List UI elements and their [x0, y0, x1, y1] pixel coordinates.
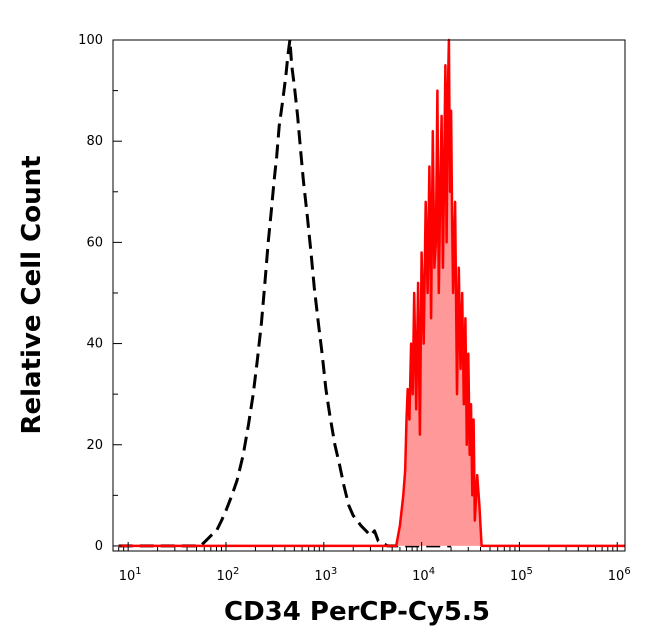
- series-1-line: [118, 38, 625, 548]
- y-axis-title: Relative Cell Count: [17, 155, 47, 434]
- y-tick-label-2: 40: [86, 337, 103, 352]
- y-tick-label-0: 0: [95, 539, 103, 554]
- series-layer: [118, 38, 625, 548]
- y-tick-label-3: 60: [86, 235, 103, 250]
- axes-layer: [112, 39, 626, 552]
- x-tick-label-2: 103: [314, 566, 337, 584]
- y-tick-label-4: 80: [86, 134, 103, 149]
- x-axis-title: CD34 PerCP-Cy5.5: [224, 597, 490, 627]
- x-tick-label-3: 104: [412, 566, 435, 584]
- x-tick-label-1: 102: [217, 566, 240, 584]
- y-tick-label-1: 20: [86, 438, 103, 453]
- plot-frame: [112, 39, 626, 552]
- ticks-layer: 101 102 103 104 105 106 0 20 40 60 80 100: [78, 33, 631, 584]
- y-tick-label-5: 100: [78, 33, 103, 48]
- x-tick-label-0: 101: [119, 566, 142, 584]
- series-1-fill: [118, 40, 625, 546]
- x-tick-label-4: 105: [510, 566, 533, 584]
- x-tick-label-5: 106: [608, 566, 631, 584]
- series-0-line: [118, 38, 452, 548]
